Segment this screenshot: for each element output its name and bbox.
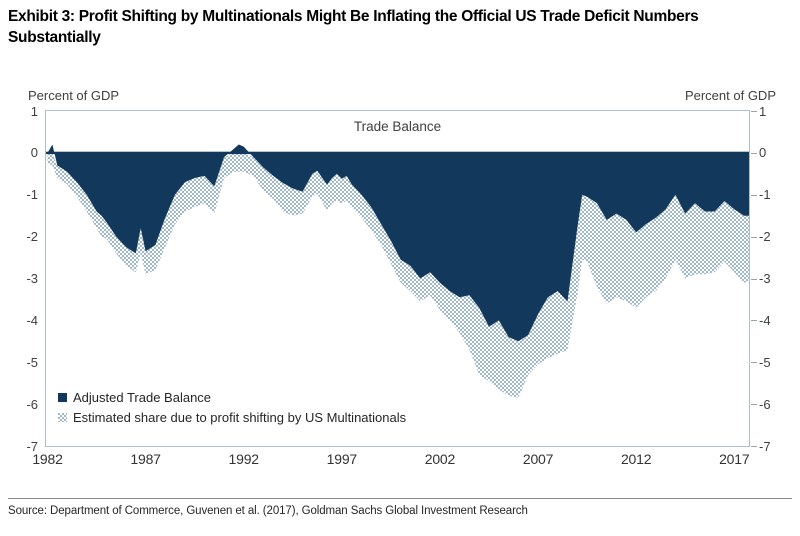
left-axis-tick-label: -6 <box>26 396 38 412</box>
left-axis-tick-label: -4 <box>26 312 38 328</box>
legend-swatch-solid-icon <box>58 392 67 402</box>
left-axis-tick-label: 1 <box>30 103 38 119</box>
right-axis-tick-mark <box>751 236 757 238</box>
right-axis-tick-label: -6 <box>759 396 771 412</box>
left-axis-tick-label: -2 <box>26 229 38 245</box>
exhibit-title-line2: Substantially <box>8 29 101 46</box>
profit-shifting-area <box>47 152 749 398</box>
left-axis-unit-label: Percent of GDP <box>28 88 120 103</box>
left-axis-tick-label: -1 <box>26 187 38 203</box>
right-axis-tick-label: 1 <box>759 103 767 119</box>
right-axis-tick-label: -3 <box>759 271 771 286</box>
legend-swatch-pattern-icon <box>58 412 67 422</box>
right-axis-tick-mark <box>751 111 757 112</box>
x-axis-tick-label: 1997 <box>326 451 358 467</box>
left-axis-tick-label: -3 <box>26 271 38 286</box>
right-axis-tick-mark <box>751 194 757 196</box>
x-axis-tick-label: 1992 <box>228 451 260 467</box>
exhibit-title-line1: Exhibit 3: Profit Shifting by Multinatio… <box>8 8 699 25</box>
legend: Adjusted Trade Balance Estimated share d… <box>58 388 406 426</box>
right-axis-tick-label: -1 <box>759 187 771 203</box>
legend-label-profit-shifting: Estimated share due to profit shifting b… <box>73 409 407 425</box>
legend-item-profit-shifting: Estimated share due to profit shifting b… <box>58 408 406 426</box>
left-axis-tick-label: -5 <box>26 354 38 370</box>
right-axis-tick-mark <box>751 152 757 154</box>
x-axis-tick-label: 2002 <box>424 451 456 467</box>
right-axis-tick-label: -4 <box>759 312 771 328</box>
source-text: Source: Department of Commerce, Guvenen … <box>8 505 528 517</box>
right-axis-tick-mark <box>751 278 757 280</box>
source-divider-line <box>8 498 792 499</box>
right-axis-tick-label: -7 <box>759 438 771 454</box>
right-axis-tick-label: -2 <box>759 229 771 245</box>
right-axis-tick-label: 0 <box>759 145 767 161</box>
x-axis-tick-label: 2017 <box>719 451 750 467</box>
right-axis-unit-label: Percent of GDP <box>684 88 776 103</box>
x-axis-tick-label: 1982 <box>32 451 63 467</box>
right-axis-tick-mark <box>751 362 757 364</box>
chart-inner-title: Trade Balance <box>353 119 442 134</box>
left-axis-tick-label: -7 <box>26 438 38 454</box>
right-axis-tick-mark <box>751 446 757 447</box>
left-axis-tick-label: 0 <box>30 145 38 161</box>
adjusted-trade-balance-area <box>47 144 749 342</box>
trade-balance-area-chart <box>46 144 749 398</box>
x-axis-tick-label: 1987 <box>130 451 161 467</box>
legend-label-adjusted-trade-balance: Adjusted Trade Balance <box>73 389 212 405</box>
right-axis-tick-label: -5 <box>759 354 771 370</box>
zero-line <box>46 151 749 155</box>
x-axis-tick-label: 2007 <box>522 451 554 467</box>
x-axis-tick-label: 2012 <box>620 451 652 467</box>
legend-item-adjusted-trade-balance: Adjusted Trade Balance <box>58 388 406 406</box>
exhibit-title: Exhibit 3: Profit Shifting by Multinatio… <box>8 6 792 48</box>
right-axis-tick-mark <box>751 320 757 322</box>
right-axis-tick-mark <box>751 404 757 406</box>
plot-area: Trade Balance <box>45 110 750 447</box>
